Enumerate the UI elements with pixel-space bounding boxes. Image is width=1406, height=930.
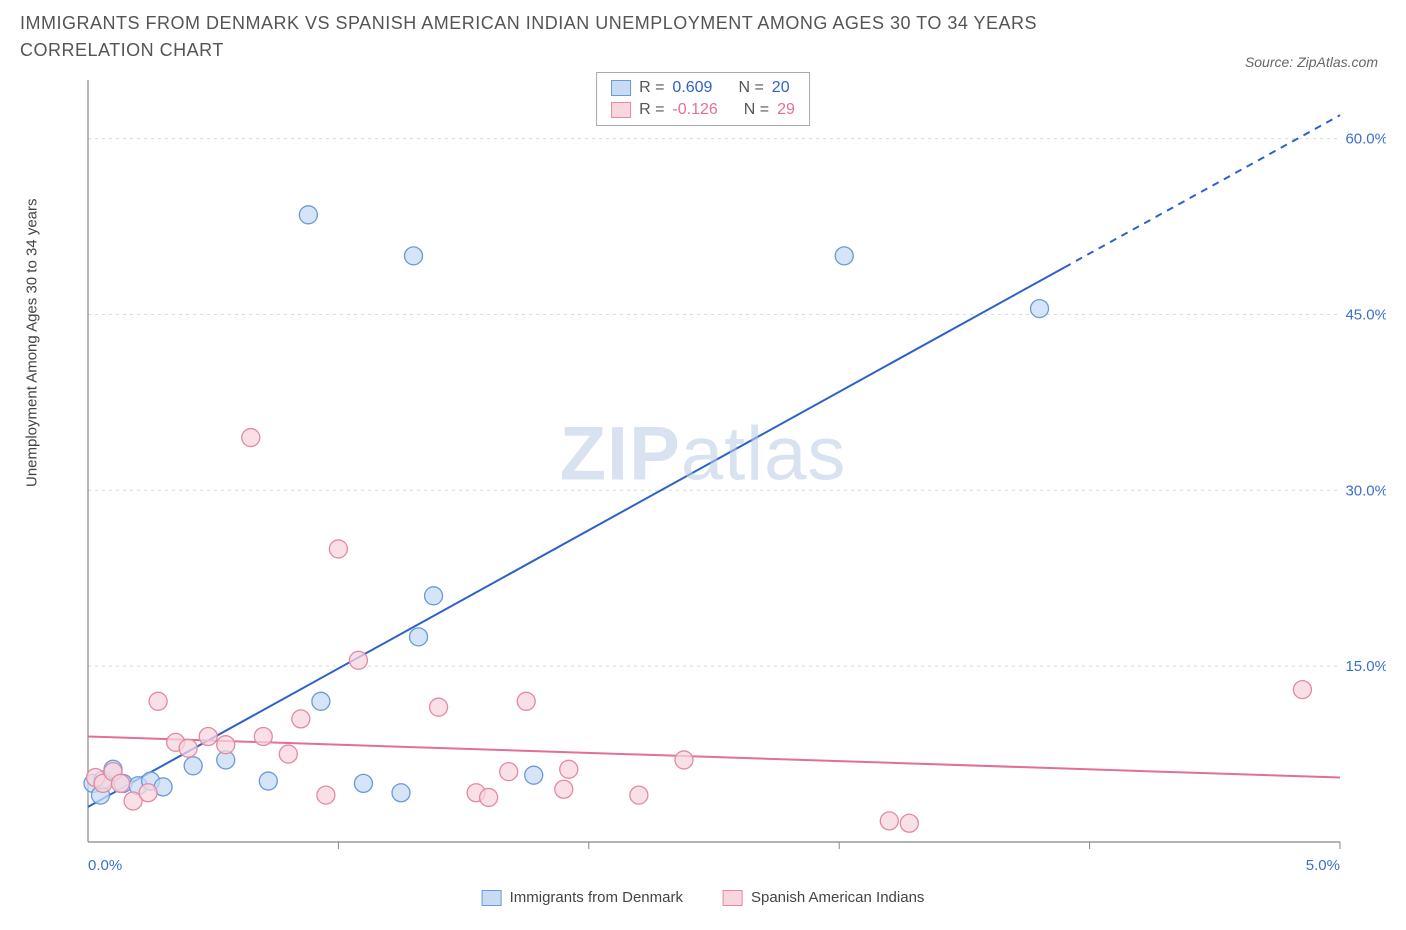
stat-r-label: R = [639, 101, 664, 119]
series-legend: Immigrants from Denmark Spanish American … [482, 889, 925, 906]
svg-text:15.0%: 15.0% [1345, 658, 1386, 675]
y-axis-label: Unemployment Among Ages 30 to 34 years [24, 198, 41, 487]
scatter-plot: 15.0% 30.0% 45.0% 60.0% 0.0% 5.0% [20, 72, 1386, 902]
svg-text:60.0%: 60.0% [1345, 131, 1386, 148]
legend-swatch [611, 102, 631, 118]
stat-r-label: R = [639, 79, 664, 97]
legend-swatch [611, 80, 631, 96]
legend-label: Spanish American Indians [751, 889, 924, 906]
svg-text:5.0%: 5.0% [1306, 857, 1340, 874]
svg-text:45.0%: 45.0% [1345, 306, 1386, 323]
chart-title: IMMIGRANTS FROM DENMARK VS SPANISH AMERI… [20, 10, 1120, 64]
stat-n-value: 20 [772, 79, 790, 97]
stats-row: R = 0.609 N = 20 [597, 77, 809, 99]
stat-r-value: -0.126 [672, 101, 717, 119]
source-attribution: Source: ZipAtlas.com [1245, 54, 1378, 70]
stat-n-label: N = [744, 101, 769, 119]
svg-text:30.0%: 30.0% [1345, 482, 1386, 499]
correlation-stats-box: R = 0.609 N = 20 R = -0.126 N = 29 [596, 72, 810, 126]
chart-container: Unemployment Among Ages 30 to 34 years Z… [20, 72, 1386, 902]
legend-item: Spanish American Indians [723, 889, 924, 906]
stats-row: R = -0.126 N = 29 [597, 99, 809, 121]
stat-n-value: 29 [777, 101, 795, 119]
legend-label: Immigrants from Denmark [510, 889, 683, 906]
legend-swatch [723, 890, 743, 906]
svg-text:0.0%: 0.0% [88, 857, 122, 874]
legend-swatch [482, 890, 502, 906]
stat-n-label: N = [738, 79, 763, 97]
legend-item: Immigrants from Denmark [482, 889, 683, 906]
stat-r-value: 0.609 [672, 79, 712, 97]
